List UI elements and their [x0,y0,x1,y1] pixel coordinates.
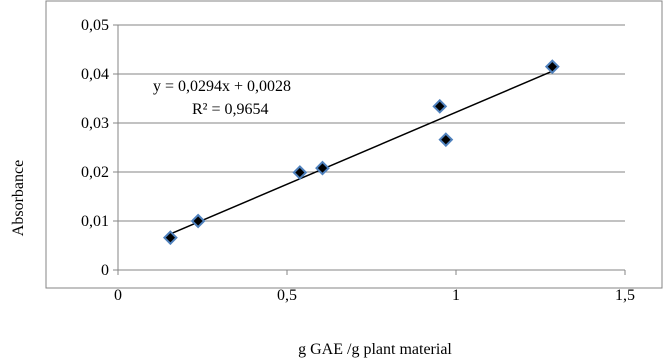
y-tick-label: 0,01 [81,213,109,230]
y-tick-label: 0,04 [81,66,109,83]
y-tick-label: 0 [101,262,109,279]
y-tick-label: 0,03 [81,115,109,132]
x-axis-title: g GAE /g plant material [298,341,452,358]
chart-frame [45,0,663,289]
y-tick-label: 0,02 [81,164,109,181]
trendline-equation: y = 0,0294x + 0,0028 [153,78,291,95]
data-point [438,132,454,148]
grid-lines [118,24,625,222]
data-point [190,213,206,229]
data-points [162,59,560,246]
x-tick-labels: 0 0,5 1 1,5 [114,287,635,304]
axes [113,24,626,275]
trendline-r-squared: R² = 0,9654 [192,101,269,118]
trendline [170,70,553,235]
y-tick-labels: 0 0,01 0,02 0,03 0,04 0,05 [81,17,109,279]
data-point [544,59,560,75]
x-tick-label: 1 [452,287,460,304]
x-tick-label: 1,5 [615,287,635,304]
x-tick-label: 0,5 [277,287,297,304]
y-tick-label: 0,05 [81,17,109,34]
data-point [292,165,308,180]
y-axis-title: Absorbance [10,160,27,236]
data-point [432,98,448,114]
data-point [315,160,330,176]
data-point [162,230,178,246]
x-tick-label: 0 [114,287,122,304]
trendline-group [170,70,553,235]
